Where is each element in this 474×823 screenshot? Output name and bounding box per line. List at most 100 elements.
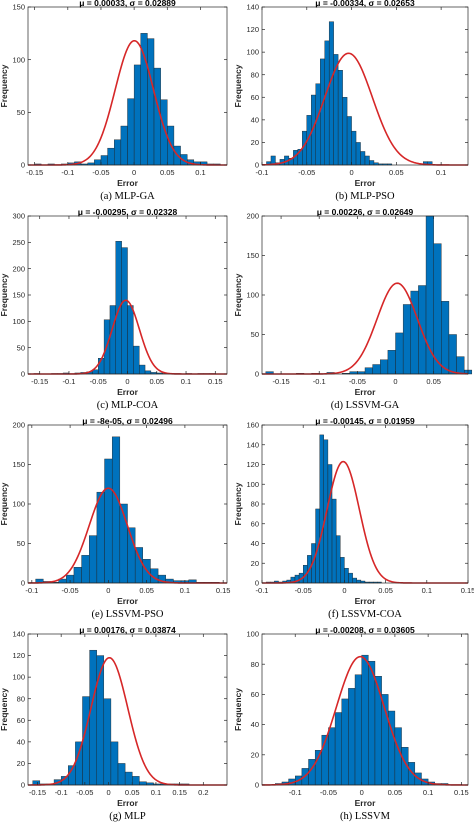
histogram-bar [110,741,119,786]
panel-caption: (f) LSSVM-COA [328,609,402,620]
x-tick-label: 0 [106,586,110,595]
y-tick-label: 160 [246,421,259,430]
y-tick-label: 100 [12,317,25,326]
panel-caption: (c) MLP-COA [97,400,159,411]
histogram-bar [374,676,382,786]
chart-panel: -0.15 -0.1 -0.05 0 0.05 0 50 100 150 200 μ = 0.002… [233,207,473,411]
histogram-bar [328,727,336,786]
histogram-bar [341,698,349,786]
histogram-bar [139,364,146,375]
x-tick-label: 0.1 [422,586,432,595]
x-tick-label: -0.05 [298,168,315,177]
x-tick-label: -0.05 [76,788,93,797]
panel-caption: (g) MLP [109,811,146,822]
histogram-bar [369,160,375,166]
histogram-bar [335,535,341,584]
x-tick-label: 0.1 [195,168,205,177]
histogram-bar [346,116,352,166]
y-axis-label: Frequency [233,273,243,316]
chart-title: μ = -0.00295, σ = 0.02328 [78,207,178,217]
x-tick-label: -0.1 [61,168,74,177]
y-tick-label: 100 [246,480,259,489]
histogram-bar [144,370,152,375]
x-tick-label: 0.15 [216,586,231,595]
x-tick-label: 0.05 [160,168,175,177]
histogram-bar [73,567,82,584]
normal-fit-curve [261,655,468,786]
panel-caption: (a) MLP-GA [100,191,155,202]
x-tick-label: -0.05 [92,168,109,177]
histogram-bar [334,712,342,786]
y-tick-label: 40 [251,720,259,729]
y-tick-label: 50 [17,539,25,548]
histogram-bar [121,247,128,375]
chart-title: μ = 0.00033, σ = 0.02889 [79,0,176,8]
x-tick-label: 0.05 [388,788,403,797]
y-tick-label: 0 [21,370,25,379]
y-tick-label: 0 [21,161,25,170]
x-tick-label: 0 [125,377,129,386]
x-axis-label: Error [355,387,376,397]
histogram-bar [402,304,411,375]
y-tick-label: 80 [251,660,259,669]
x-tick-label: 0 [342,586,346,595]
histogram-bar [456,356,465,375]
chart-title: μ = 0.00226, σ = 0.02649 [317,207,414,217]
normal-fit-curve [262,460,468,584]
histogram-bar [140,33,148,166]
histogram-bar [81,555,90,584]
y-axis-label: Frequency [233,64,243,107]
histogram-bar [82,696,90,786]
histogram-bar [120,125,128,166]
x-tick-label: 0.05 [389,168,404,177]
panel-caption: (h) LSSVM [340,811,391,822]
x-tick-label: -0.05 [90,377,107,386]
y-tick-label: 80 [17,694,25,703]
x-tick-label: 0 [132,168,136,177]
histogram-bar [394,727,402,786]
x-tick-label: -0.15 [29,788,46,797]
x-axis-label: Error [117,178,138,188]
y-tick-label: 250 [12,238,25,247]
histogram-bar [441,301,450,375]
histogram-bar [89,649,97,786]
y-tick-label: 40 [251,115,259,124]
y-tick-label: 40 [251,539,259,548]
histogram-bar [448,334,457,375]
x-tick-label: 0.05 [378,586,393,595]
x-tick-label: -0.15 [273,377,290,386]
x-tick-label: 0.1 [181,377,191,386]
y-tick-label: 150 [12,291,25,300]
histogram-bar [127,98,135,166]
x-axis-label: Error [355,596,376,606]
y-tick-label: 0 [255,781,259,790]
chart-title: μ = -0.00334, σ = 0.02653 [315,0,415,8]
axes-frame [261,424,469,584]
histogram-bar [364,367,373,375]
y-tick-label: 80 [251,70,259,79]
histogram-bar [124,771,133,786]
y-tick-label: 0 [255,370,259,379]
axes-frame [27,633,228,786]
y-tick-label: 150 [12,3,25,12]
histogram-bar [132,776,140,786]
x-tick-label: 0.1 [151,788,161,797]
histogram-bar [133,64,141,166]
x-tick-label: -0.05 [295,586,312,595]
histogram-bar [380,359,389,375]
y-tick-label: 50 [17,108,25,117]
x-tick-label: 0.05 [149,377,164,386]
chart-panel: -0.1 -0.05 0 0.05 0.1 0 20 40 60 80 100 120 140 μ = -… [233,0,469,202]
histogram-bar [344,567,349,584]
y-tick-label: 100 [246,291,259,300]
histogram-bar [319,434,324,584]
x-tick-label: 0.1 [436,168,446,177]
histogram-bar [114,139,122,166]
y-tick-label: 20 [17,759,25,768]
x-tick-label: -0.1 [256,168,269,177]
histogram-bar [351,130,357,166]
y-tick-label: 120 [12,651,25,660]
y-tick-label: 60 [251,93,259,102]
y-tick-label: 0 [255,161,259,170]
x-tick-label: 0.1 [423,788,433,797]
